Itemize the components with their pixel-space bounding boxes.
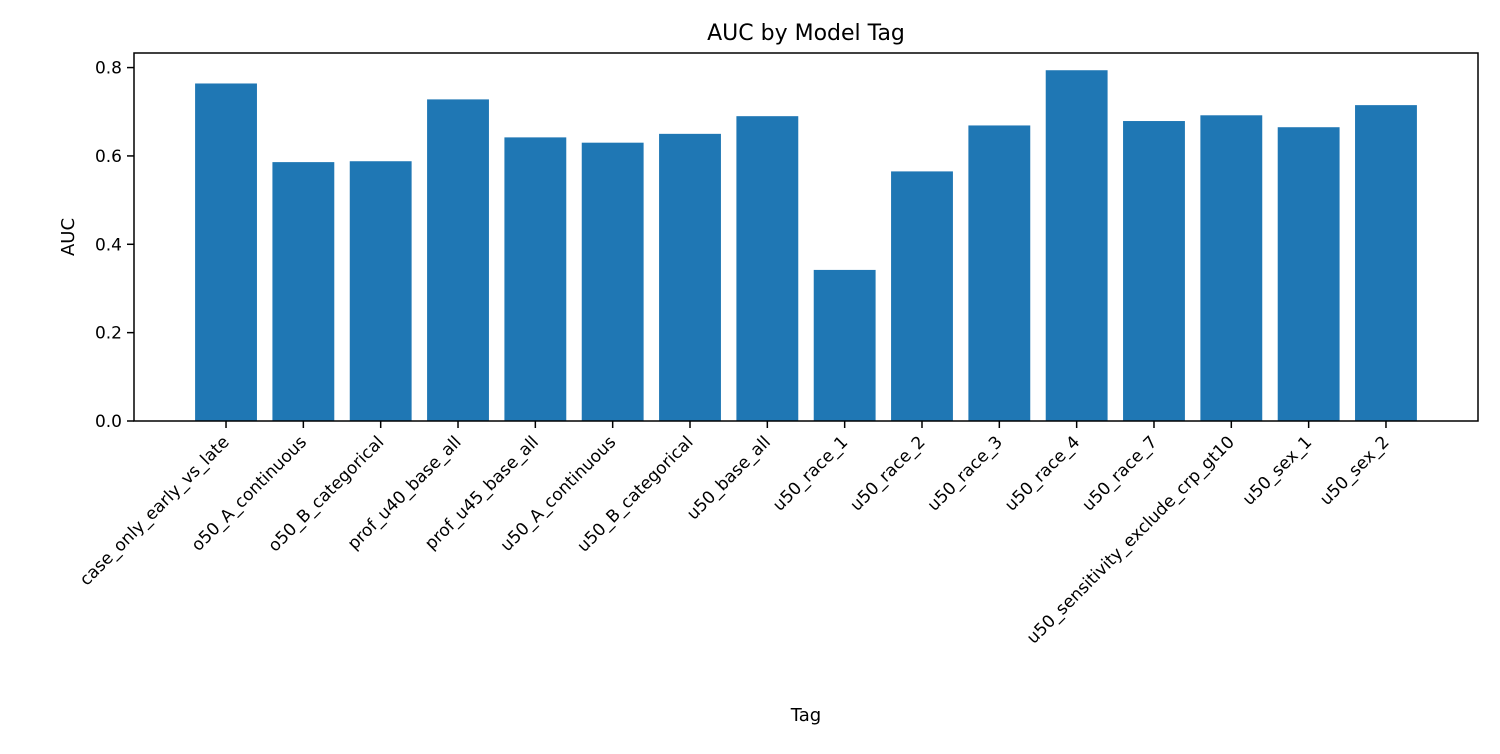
x-axis: case_only_early_vs_lateo50_A_continuouso… [76, 421, 1394, 648]
bar-u50_sex_1 [1277, 127, 1340, 421]
bar-prof_u45_base_all [504, 137, 567, 422]
x-tick-label: u50_sex_2 [1316, 432, 1393, 509]
x-tick-label: u50_race_2 [846, 432, 929, 515]
y-axis: 0.0 0.2 0.4 0.6 0.8 [95, 59, 134, 432]
x-axis-label: Tag [790, 705, 821, 726]
bar-case_only_early_vs_late [195, 83, 257, 421]
y-tick-label: 0.4 [95, 235, 122, 255]
y-tick-label: 0.2 [95, 324, 122, 344]
bar-o50_B_categorical [349, 161, 412, 421]
bar-u50_race_7 [1123, 121, 1185, 421]
bars-layer [195, 70, 1417, 422]
bar-u50_A_continuous [581, 142, 644, 422]
bar-u50_race_2 [891, 171, 953, 421]
bar-u50_B_categorical [659, 133, 721, 421]
bar-o50_A_continuous [272, 162, 335, 422]
bar-prof_u40_base_all [427, 99, 489, 422]
y-tick-label: 0.6 [95, 147, 122, 167]
x-tick-label: u50_race_3 [924, 432, 1007, 515]
y-tick-label: 0.8 [95, 59, 122, 79]
x-tick-label: case_only_early_vs_late [76, 432, 234, 590]
x-tick-label: u50_race_7 [1078, 432, 1161, 515]
x-tick-label: u50_sex_1 [1239, 432, 1316, 509]
y-axis-label: AUC [58, 218, 79, 256]
x-tick-label: u50_race_4 [1001, 432, 1084, 515]
bar-u50_race_3 [968, 125, 1031, 421]
bar-u50_race_1 [813, 269, 876, 421]
y-tick-label: 0.0 [95, 412, 122, 432]
bar-u50_race_4 [1045, 70, 1108, 421]
x-tick-label: u50_race_1 [769, 432, 852, 515]
chart-title: AUC by Model Tag [707, 21, 905, 46]
bar-u50_base_all [736, 116, 799, 421]
plot-frame [133, 52, 1479, 422]
bar-u50_sensitivity_exclude_crp_gt10 [1200, 115, 1263, 421]
bar-u50_sex_2 [1355, 105, 1417, 422]
